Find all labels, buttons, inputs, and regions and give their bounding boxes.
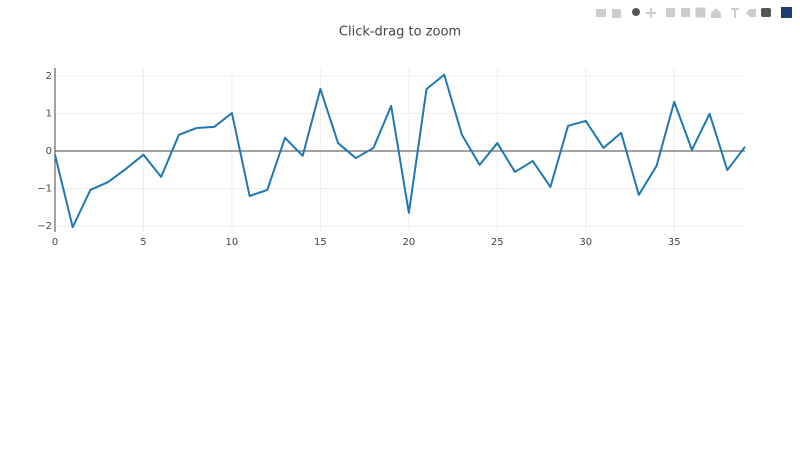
camera-button[interactable] <box>596 9 606 17</box>
y-tick-label: 0 <box>46 146 52 157</box>
autoscale-button[interactable] <box>695 7 706 18</box>
save-button[interactable] <box>612 9 621 18</box>
y-tick-label: 1 <box>46 108 52 119</box>
x-tick-label: 30 <box>579 237 592 248</box>
pan-button[interactable] <box>646 8 656 18</box>
reset-button[interactable] <box>711 8 721 18</box>
x-tick-label: 5 <box>140 237 146 248</box>
x-tick-label: 15 <box>314 237 327 248</box>
y-tick-label: 2 <box>46 71 52 82</box>
y-tick-label: −1 <box>37 183 52 194</box>
zoom-out-button[interactable] <box>681 8 690 17</box>
x-tick-label: 35 <box>668 237 681 248</box>
plotly-logo[interactable] <box>781 7 792 18</box>
zoom-button[interactable] <box>632 8 640 16</box>
chart-title: Click-drag to zoom <box>339 25 461 40</box>
zoom-in-button[interactable] <box>666 8 675 17</box>
spike-button[interactable] <box>731 8 739 18</box>
data-line <box>54 73 746 229</box>
x-tick-label: 20 <box>402 237 415 248</box>
y-tick-label: −2 <box>37 221 52 232</box>
hover-closest-button[interactable] <box>746 9 756 17</box>
x-tick-label: 10 <box>226 237 239 248</box>
hover-compare-button[interactable] <box>761 8 771 17</box>
modebar <box>596 7 792 18</box>
x-tick-label: 0 <box>52 237 58 248</box>
x-tick-label: 25 <box>491 237 504 248</box>
